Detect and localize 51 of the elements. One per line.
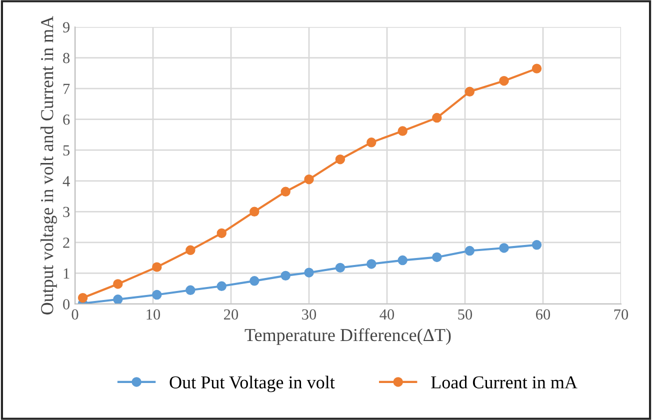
point bbox=[280, 270, 290, 281]
point bbox=[186, 245, 196, 255]
point bbox=[499, 243, 509, 253]
point bbox=[304, 268, 314, 278]
y-tick-label: 2 bbox=[63, 238, 70, 248]
y-tick-label: 9 bbox=[62, 22, 70, 32]
point bbox=[280, 186, 290, 197]
y-axis-title: Output voltage in volt and Current in mA bbox=[40, 16, 57, 314]
point bbox=[304, 174, 314, 184]
point bbox=[532, 64, 542, 74]
x-tick-label: 60 bbox=[536, 309, 550, 320]
legend-label: Out Put Voltage in volt bbox=[170, 376, 335, 392]
point bbox=[366, 259, 376, 269]
point bbox=[432, 252, 442, 262]
point bbox=[398, 255, 408, 266]
x-axis-title: Temperature Difference(ΔT) bbox=[244, 328, 451, 345]
point bbox=[152, 262, 162, 272]
x-tick-label: 20 bbox=[224, 309, 238, 320]
y-tick-label: 0 bbox=[63, 299, 70, 310]
y-tick-label: 5 bbox=[63, 145, 70, 156]
point bbox=[250, 206, 260, 217]
point bbox=[335, 154, 346, 164]
point bbox=[499, 76, 509, 86]
point bbox=[432, 112, 442, 123]
x-tick-label: 40 bbox=[380, 309, 394, 320]
x-tick-label: 30 bbox=[302, 309, 316, 320]
point bbox=[216, 228, 226, 238]
point bbox=[186, 285, 196, 296]
point bbox=[464, 246, 475, 256]
y-tick-label: 8 bbox=[63, 52, 70, 64]
point bbox=[532, 240, 542, 250]
legend-label: Load Current in mA bbox=[431, 376, 578, 388]
y-tick-label: 1 bbox=[64, 268, 70, 279]
point bbox=[250, 276, 260, 286]
point bbox=[398, 126, 408, 136]
y-tick-label: 4 bbox=[62, 176, 70, 186]
point bbox=[464, 86, 475, 96]
point bbox=[113, 294, 123, 304]
point bbox=[335, 262, 346, 273]
y-tick-label: 6 bbox=[63, 114, 70, 125]
y-tick-label: 3 bbox=[63, 206, 70, 218]
x-tick-label: 70 bbox=[614, 309, 628, 320]
point bbox=[78, 292, 88, 303]
point bbox=[152, 290, 162, 300]
x-tick-label: 10 bbox=[146, 309, 160, 320]
point bbox=[113, 279, 123, 289]
point bbox=[366, 138, 376, 148]
x-tick-label: 0 bbox=[72, 309, 78, 320]
point bbox=[216, 281, 226, 292]
x-tick-label: 50 bbox=[458, 309, 472, 320]
y-tick-label: 7 bbox=[64, 84, 70, 94]
